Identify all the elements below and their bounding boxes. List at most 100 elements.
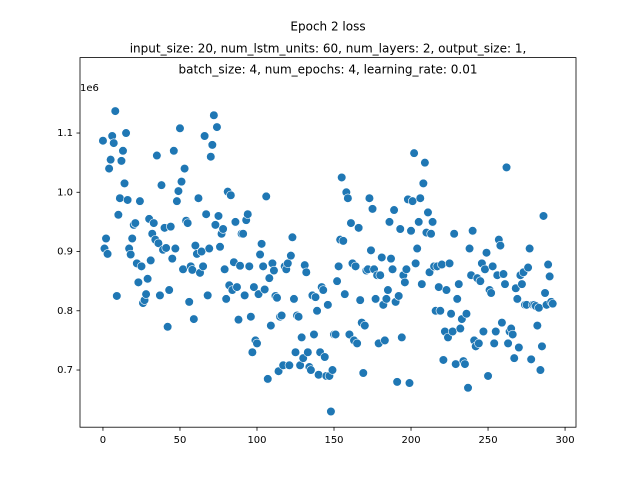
point — [495, 240, 505, 251]
point — [438, 355, 448, 365]
point — [375, 270, 385, 280]
point — [193, 193, 204, 203]
point — [116, 156, 127, 166]
x-tick-label: 300 — [556, 435, 575, 446]
point — [364, 193, 375, 203]
point — [537, 341, 547, 351]
chart-subtitle: input_size: 20, num_lstm_units: 60, num_… — [130, 42, 527, 56]
point — [535, 365, 546, 375]
point — [444, 258, 455, 268]
point — [480, 264, 490, 274]
point — [200, 131, 210, 141]
point — [209, 110, 219, 120]
point — [238, 229, 248, 239]
point — [377, 252, 387, 263]
point — [113, 210, 123, 220]
point — [366, 245, 376, 255]
point — [455, 323, 465, 334]
point — [330, 329, 341, 340]
point — [210, 220, 220, 230]
point — [121, 128, 131, 138]
x-tick-label: 250 — [478, 435, 497, 446]
point — [314, 370, 324, 380]
point — [155, 290, 165, 300]
point — [204, 243, 214, 254]
point — [106, 155, 116, 165]
point — [261, 191, 271, 202]
point — [284, 360, 294, 370]
point — [318, 285, 328, 295]
point — [263, 374, 273, 384]
point — [397, 332, 407, 343]
point — [170, 243, 180, 254]
point — [451, 359, 461, 369]
point — [509, 353, 519, 363]
point — [98, 136, 108, 146]
point — [156, 180, 167, 190]
point — [548, 299, 558, 309]
point — [427, 217, 438, 227]
point — [201, 209, 211, 219]
point — [252, 338, 262, 348]
point — [136, 261, 147, 271]
point — [367, 204, 378, 214]
point — [260, 284, 270, 295]
point — [337, 172, 347, 183]
point — [525, 243, 535, 254]
point — [435, 306, 445, 316]
point — [449, 229, 459, 239]
point — [411, 258, 421, 268]
point — [464, 243, 475, 254]
point — [346, 218, 356, 228]
point — [184, 297, 194, 307]
point — [498, 269, 509, 279]
point — [218, 224, 228, 234]
point — [287, 232, 298, 242]
point — [417, 279, 427, 289]
x-tick-label: 100 — [247, 435, 266, 446]
point — [212, 122, 222, 132]
point — [389, 205, 399, 215]
point — [461, 309, 472, 319]
point — [309, 329, 319, 340]
chart-subtitle: batch_size: 4, num_epochs: 4, learning_r… — [179, 63, 478, 77]
point — [183, 218, 193, 228]
point — [488, 261, 498, 271]
point — [196, 246, 207, 257]
point — [176, 177, 187, 187]
point — [277, 310, 287, 321]
point — [269, 265, 279, 276]
point — [512, 294, 522, 304]
point — [306, 365, 316, 375]
point — [474, 338, 484, 348]
point — [538, 211, 549, 221]
point — [163, 322, 173, 332]
point — [401, 264, 412, 274]
point — [257, 239, 267, 249]
point — [122, 195, 133, 205]
point — [540, 288, 550, 298]
point — [514, 342, 524, 353]
point — [383, 285, 393, 295]
point — [110, 106, 120, 116]
point — [534, 303, 544, 313]
point — [206, 152, 216, 162]
chart-title: Epoch 2 loss — [290, 20, 365, 34]
point — [266, 320, 276, 331]
point — [301, 267, 311, 277]
point — [501, 162, 512, 172]
point — [283, 258, 293, 268]
y-tick-label: 0.7 — [57, 365, 73, 376]
point — [220, 264, 230, 274]
y-tick-label: 0.9 — [57, 247, 73, 258]
point — [543, 259, 553, 270]
point — [143, 274, 153, 284]
point — [412, 243, 422, 254]
point — [354, 223, 364, 233]
x-tick-label: 150 — [324, 435, 343, 446]
point — [526, 354, 536, 364]
point — [394, 291, 404, 301]
point — [320, 352, 330, 362]
point — [233, 315, 244, 325]
